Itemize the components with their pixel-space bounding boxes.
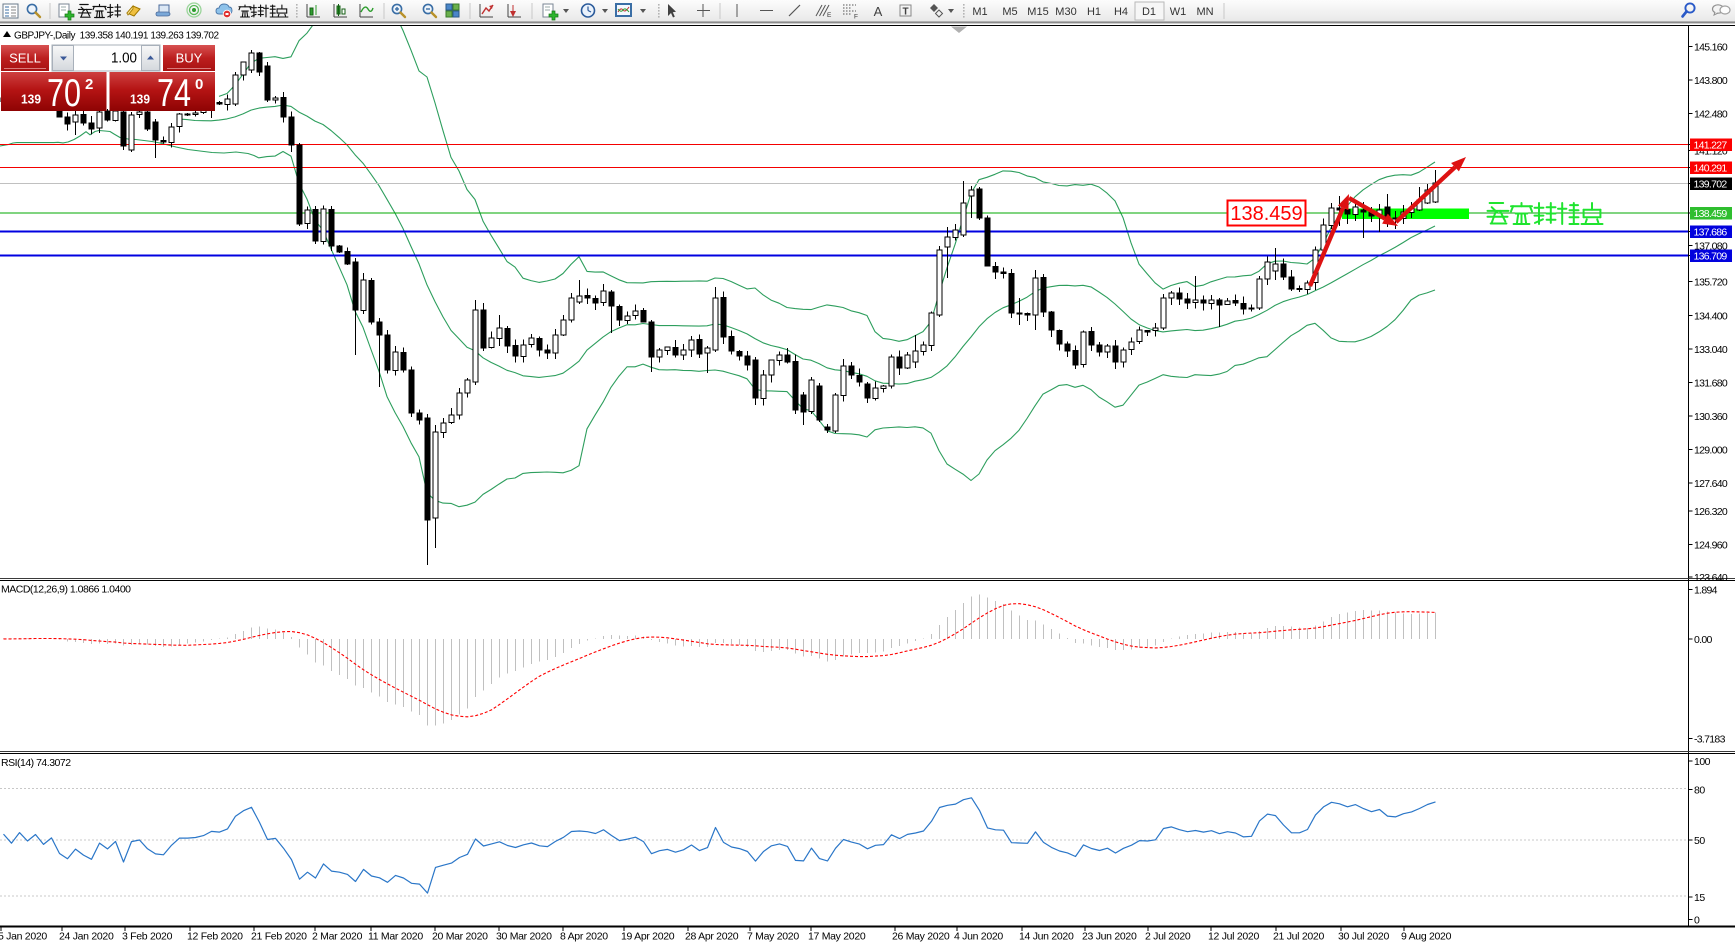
svg-text:11 Mar 2020: 11 Mar 2020 bbox=[368, 931, 423, 943]
svg-text:14 Jun 2020: 14 Jun 2020 bbox=[1019, 931, 1074, 943]
svg-text:141.227: 141.227 bbox=[1693, 140, 1727, 152]
svg-text:-3.7183: -3.7183 bbox=[1694, 734, 1726, 746]
svg-text:0: 0 bbox=[195, 76, 203, 93]
svg-text:138.459: 138.459 bbox=[1230, 203, 1302, 225]
svg-text:MACD(12,26,9) 1.0866 1.0400: MACD(12,26,9) 1.0866 1.0400 bbox=[1, 584, 131, 596]
svg-text:80: 80 bbox=[1694, 784, 1705, 796]
svg-text:133.040: 133.040 bbox=[1694, 344, 1728, 356]
svg-text:4 Jun 2020: 4 Jun 2020 bbox=[954, 931, 1003, 943]
svg-text:139: 139 bbox=[130, 92, 150, 107]
svg-text:F: F bbox=[854, 14, 858, 21]
svg-text:H1: H1 bbox=[1087, 6, 1101, 18]
svg-text:123.640: 123.640 bbox=[1694, 572, 1728, 584]
svg-text:12 Jul 2020: 12 Jul 2020 bbox=[1208, 931, 1259, 943]
svg-text:74: 74 bbox=[157, 72, 191, 115]
svg-text:8 Apr 2020: 8 Apr 2020 bbox=[560, 931, 608, 943]
svg-text:70: 70 bbox=[47, 72, 81, 115]
svg-text:M15: M15 bbox=[1027, 6, 1048, 18]
svg-text:20 Mar 2020: 20 Mar 2020 bbox=[432, 931, 488, 943]
svg-text:5 Jan 2020: 5 Jan 2020 bbox=[0, 931, 47, 943]
svg-text:131.680: 131.680 bbox=[1694, 378, 1728, 390]
svg-text:9 Aug 2020: 9 Aug 2020 bbox=[1401, 931, 1452, 943]
svg-text:3 Feb 2020: 3 Feb 2020 bbox=[122, 931, 173, 943]
svg-text:7 May 2020: 7 May 2020 bbox=[747, 931, 799, 943]
svg-text:BUY: BUY bbox=[176, 51, 203, 66]
svg-text:140.291: 140.291 bbox=[1693, 163, 1727, 175]
svg-text:RSI(14) 74.3072: RSI(14) 74.3072 bbox=[1, 757, 71, 769]
svg-text:A: A bbox=[874, 4, 883, 19]
svg-text:24 Jan 2020: 24 Jan 2020 bbox=[59, 931, 114, 943]
svg-text:21 Jul 2020: 21 Jul 2020 bbox=[1273, 931, 1324, 943]
svg-text:T: T bbox=[902, 7, 908, 18]
svg-text:100: 100 bbox=[1694, 756, 1711, 768]
svg-text:130.360: 130.360 bbox=[1694, 411, 1728, 423]
svg-text:143.800: 143.800 bbox=[1694, 75, 1728, 87]
svg-text:139.702: 139.702 bbox=[1693, 179, 1727, 191]
svg-text:139: 139 bbox=[21, 92, 41, 107]
svg-text:0: 0 bbox=[1694, 914, 1700, 926]
svg-text:2 Mar 2020: 2 Mar 2020 bbox=[312, 931, 363, 943]
svg-text:D1: D1 bbox=[1142, 6, 1156, 18]
svg-text:30 Jul 2020: 30 Jul 2020 bbox=[1338, 931, 1389, 943]
svg-text:145.160: 145.160 bbox=[1694, 42, 1728, 54]
svg-text:138.459: 138.459 bbox=[1693, 208, 1727, 220]
svg-text:2: 2 bbox=[85, 76, 93, 93]
svg-text:MN: MN bbox=[1196, 6, 1213, 18]
svg-text:135.720: 135.720 bbox=[1694, 277, 1728, 289]
svg-text:M5: M5 bbox=[1002, 6, 1017, 18]
svg-text:12 Feb 2020: 12 Feb 2020 bbox=[187, 931, 243, 943]
svg-text:GBPJPY-,Daily 139.358 140.191: GBPJPY-,Daily 139.358 140.191 139.263 13… bbox=[14, 31, 220, 42]
svg-text:19 Apr 2020: 19 Apr 2020 bbox=[621, 931, 675, 943]
svg-text:1.00: 1.00 bbox=[111, 51, 137, 67]
svg-text:124.960: 124.960 bbox=[1694, 540, 1728, 552]
svg-text:136.709: 136.709 bbox=[1693, 251, 1727, 263]
svg-text:126.320: 126.320 bbox=[1694, 506, 1728, 518]
svg-text:SELL: SELL bbox=[9, 51, 41, 66]
svg-text:50: 50 bbox=[1694, 835, 1705, 847]
svg-text:30 Mar 2020: 30 Mar 2020 bbox=[496, 931, 552, 943]
svg-text:23 Jun 2020: 23 Jun 2020 bbox=[1082, 931, 1137, 943]
svg-text:M30: M30 bbox=[1055, 6, 1076, 18]
svg-text:134.400: 134.400 bbox=[1694, 311, 1728, 323]
svg-text:127.640: 127.640 bbox=[1694, 478, 1728, 490]
svg-text:2 Jul 2020: 2 Jul 2020 bbox=[1145, 931, 1191, 943]
svg-text:137.686: 137.686 bbox=[1693, 227, 1727, 239]
svg-text:15: 15 bbox=[1694, 892, 1705, 904]
svg-text:17 May 2020: 17 May 2020 bbox=[808, 931, 866, 943]
svg-text:H4: H4 bbox=[1114, 6, 1128, 18]
svg-text:21 Feb 2020: 21 Feb 2020 bbox=[251, 931, 307, 943]
svg-text:28 Apr 2020: 28 Apr 2020 bbox=[685, 931, 739, 943]
svg-text:1.894: 1.894 bbox=[1694, 585, 1718, 597]
svg-text:M1: M1 bbox=[972, 6, 987, 18]
svg-text:129.000: 129.000 bbox=[1694, 445, 1728, 457]
svg-text:26 May 2020: 26 May 2020 bbox=[892, 931, 950, 943]
svg-text:E: E bbox=[827, 12, 832, 19]
svg-text:W1: W1 bbox=[1170, 6, 1187, 18]
svg-text:0.00: 0.00 bbox=[1694, 634, 1712, 646]
svg-text:142.480: 142.480 bbox=[1694, 109, 1728, 121]
